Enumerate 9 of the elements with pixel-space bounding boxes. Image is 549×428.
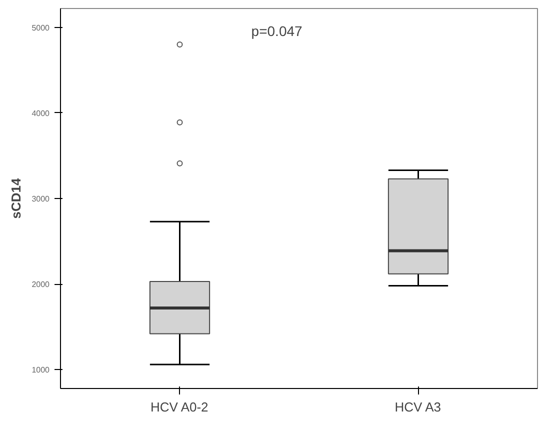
x-tick-label: HCV A0-2 (150, 400, 208, 414)
y-tick-label: 2000 (32, 280, 50, 290)
y-tick-label: 4000 (32, 108, 50, 118)
y-axis-title: sCD14 (8, 177, 24, 219)
x-tick-label: HCV A3 (394, 400, 442, 414)
y-tick-label: 3000 (32, 194, 50, 204)
y-tick-label: 5000 (32, 23, 50, 32)
y-tick-label: 1000 (32, 366, 50, 375)
annotation: p=0.047 (251, 22, 303, 39)
